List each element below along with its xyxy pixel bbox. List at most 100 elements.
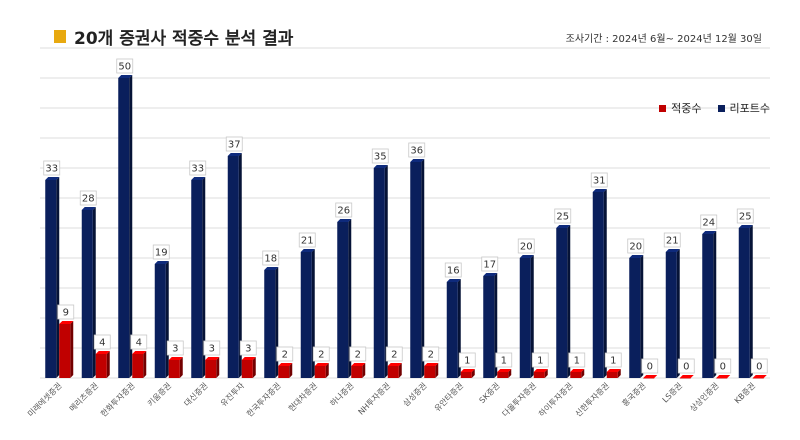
legend-item-reports: 리포트수 (717, 100, 770, 116)
bar-hits-15: 1 (604, 352, 622, 378)
bar-hits-15-top (606, 369, 621, 372)
bar-reports-16-side (640, 255, 644, 378)
bar-hits-9-side (398, 363, 402, 378)
bar-reports-18: 24 (700, 214, 718, 378)
bar-hits-8-label-box (349, 346, 367, 362)
bar-reports-7-value-label: 21 (301, 236, 314, 247)
bar-reports-19: 25 (736, 208, 754, 378)
x-tick-label: 유안타증권 (432, 380, 465, 413)
bar-reports-5: 37 (225, 136, 243, 378)
bar-reports-13-front (519, 258, 531, 378)
bar-hits-0-front (59, 324, 71, 378)
bar-hits-15-label-box (604, 352, 622, 368)
bar-reports-2-value-label: 50 (118, 62, 131, 73)
bar-hits-5: 3 (239, 340, 257, 378)
x-tick-label: 신한투자증권 (573, 380, 611, 418)
bar-hits-6-label-box (276, 346, 294, 362)
bar-hits-12-value-label: 1 (501, 356, 507, 367)
bar-reports-4-front (191, 180, 203, 378)
bar-reports-5-top (227, 153, 242, 156)
bar-hits-6-value-label: 2 (282, 350, 288, 361)
bar-hits-0-side (70, 321, 74, 378)
x-tick-label: 현대차증권 (286, 380, 319, 413)
bar-hits-3-top (168, 357, 183, 360)
bar-reports-12-value-label: 17 (483, 260, 496, 271)
bar-reports-1: 28 (79, 190, 97, 378)
bar-hits-2-label-box (130, 334, 148, 350)
x-tick-label: 하나증권 (328, 380, 356, 408)
bar-hits-0-label-box (57, 304, 75, 320)
bar-hits-8-top (351, 363, 366, 366)
bar-hits-10-top (424, 363, 439, 366)
bar-hits-14-value-label: 1 (574, 356, 580, 367)
bar-hits-11-value-label: 1 (464, 356, 470, 367)
x-tick-label: 흥국증권 (620, 380, 648, 408)
bar-reports-18-top (702, 231, 717, 234)
bar-reports-18-front (702, 234, 714, 378)
x-tick-label: 유진투자 (218, 380, 246, 408)
bar-hits-12-label-box (495, 352, 513, 368)
bar-reports-3-label-box (152, 244, 170, 260)
bar-reports-12-front (483, 276, 495, 378)
bar-hits-17-label-box (677, 358, 695, 374)
bar-reports-2-front (118, 78, 130, 378)
bar-reports-5-value-label: 37 (228, 140, 241, 151)
bar-reports-4-side (202, 177, 206, 378)
bar-hits-7-label-box (312, 346, 330, 362)
bar-hits-6-side (289, 363, 293, 378)
legend-label-hits: 적중수 (671, 102, 702, 115)
x-tick-label: KB증권 (732, 380, 757, 405)
bar-reports-11-front (446, 282, 458, 378)
bar-hits-9: 2 (385, 346, 403, 378)
bar-reports-16-front (629, 258, 641, 378)
bar-reports-13: 20 (517, 238, 535, 378)
bar-hits-7-top (314, 363, 329, 366)
bar-reports-6-top (264, 267, 279, 270)
bar-hits-5-front (241, 360, 253, 378)
bar-hits-4-label-box (203, 340, 221, 356)
chart-title: 20개 증권사 적중수 분석 결과 (74, 29, 294, 49)
bar-hits-3-front (168, 360, 180, 378)
bar-reports-12-side (494, 273, 498, 378)
bar-hits-10-value-label: 2 (428, 350, 434, 361)
bar-reports-7-side (311, 249, 315, 378)
bar-reports-15-side (603, 189, 607, 378)
bar-reports-7-label-box (298, 232, 316, 248)
bar-hits-1-front (95, 354, 107, 378)
bar-reports-15-top (592, 189, 607, 192)
bar-reports-14-top (556, 225, 571, 228)
bar-hits-2: 4 (130, 334, 148, 378)
bar-reports-0-label-box (43, 160, 61, 176)
bar-hits-13-label-box (531, 352, 549, 368)
bar-reports-0-top (45, 177, 60, 180)
bar-reports-10-label-box (408, 142, 426, 158)
bar-reports-3-front (154, 264, 166, 378)
bar-reports-4: 33 (189, 160, 207, 378)
bar-hits-16: 0 (641, 358, 659, 379)
bar-hits-5-side (252, 357, 256, 378)
bar-hits-18: 0 (714, 358, 732, 379)
legend-label-reports: 리포트수 (729, 102, 770, 115)
bar-reports-15-value-label: 31 (593, 176, 606, 187)
bar-hits-6-front (278, 366, 290, 378)
bar-reports-0-value-label: 33 (45, 164, 58, 175)
bar-reports-14-label-box (554, 208, 572, 224)
bar-reports-18-value-label: 24 (702, 218, 715, 229)
bar-reports-4-value-label: 33 (191, 164, 204, 175)
bar-reports-7-top (300, 249, 315, 252)
bar-hits-11-top (460, 369, 475, 372)
bar-reports-11: 16 (444, 262, 462, 378)
bar-reports-14: 25 (554, 208, 572, 378)
bar-reports-4-top (191, 177, 206, 180)
bar-reports-19-label-box (736, 208, 754, 224)
survey-period: 조사기간 : 2024년 6월~ 2024년 12월 30일 (565, 34, 762, 45)
bar-reports-14-side (567, 225, 571, 378)
bar-reports-17-front (665, 252, 677, 378)
bar-reports-9: 35 (371, 148, 389, 378)
bar-reports-19-value-label: 25 (739, 212, 752, 223)
bar-reports-11-value-label: 16 (447, 266, 460, 277)
bar-reports-3-value-label: 19 (155, 248, 168, 259)
bar-hits-4-front (205, 360, 217, 378)
bar-hits-9-top (387, 363, 402, 366)
bar-hits-1-side (106, 351, 110, 378)
